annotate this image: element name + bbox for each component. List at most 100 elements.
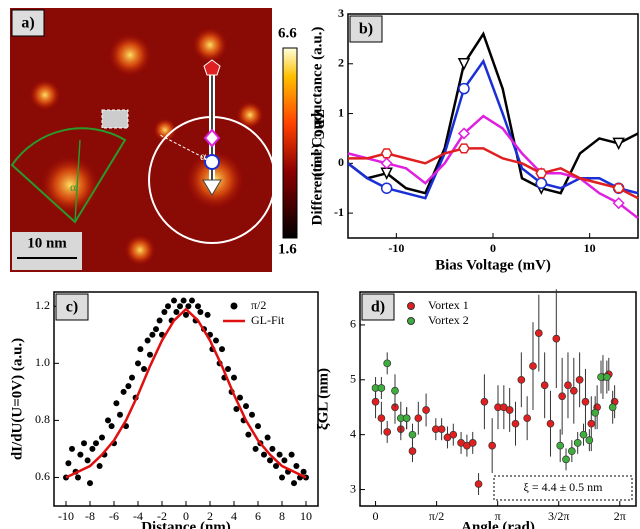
panel-a: α α 10 nm a) ZBC (a.u.) bbox=[10, 8, 327, 272]
marker bbox=[380, 182, 393, 194]
point bbox=[96, 463, 103, 470]
point bbox=[546, 419, 555, 428]
scale-bar-box bbox=[12, 232, 82, 270]
marker bbox=[535, 168, 548, 179]
x-tick-label: 8 bbox=[279, 509, 285, 523]
point bbox=[591, 408, 600, 417]
point bbox=[87, 480, 93, 487]
point bbox=[468, 439, 477, 447]
point bbox=[137, 346, 144, 353]
point bbox=[437, 425, 446, 434]
point bbox=[573, 439, 582, 447]
point bbox=[300, 468, 307, 475]
point bbox=[113, 400, 120, 407]
point bbox=[245, 431, 252, 438]
point bbox=[264, 434, 271, 441]
point bbox=[81, 440, 87, 447]
point bbox=[279, 474, 285, 481]
point bbox=[135, 360, 141, 367]
series-line bbox=[65, 307, 307, 479]
point bbox=[383, 359, 392, 368]
point bbox=[575, 375, 584, 384]
y-axis-label: Differential Conductance (a.u.) bbox=[309, 27, 325, 226]
vortex-spot bbox=[124, 234, 156, 266]
legend-label: Vortex 1 bbox=[428, 298, 469, 312]
green-sector bbox=[10, 127, 127, 224]
marker bbox=[380, 157, 393, 170]
point bbox=[195, 303, 201, 310]
point bbox=[225, 366, 231, 373]
point bbox=[273, 463, 279, 470]
point bbox=[69, 445, 75, 452]
y-tick-label: -1 bbox=[334, 205, 344, 219]
point bbox=[569, 386, 578, 395]
point bbox=[276, 451, 283, 458]
vortex-spot bbox=[192, 27, 228, 63]
point bbox=[291, 480, 297, 487]
point bbox=[120, 388, 127, 395]
point bbox=[269, 445, 276, 452]
point bbox=[77, 451, 84, 458]
point bbox=[149, 331, 156, 338]
arrow-head bbox=[202, 179, 222, 196]
point bbox=[185, 303, 192, 310]
x-tick-label: -10 bbox=[58, 509, 74, 523]
point bbox=[293, 463, 300, 470]
point bbox=[65, 460, 72, 467]
point bbox=[505, 406, 514, 414]
colorbar-label: ZBC (a.u.) bbox=[311, 109, 327, 177]
point bbox=[233, 405, 240, 412]
marker bbox=[458, 82, 470, 95]
point bbox=[562, 455, 570, 464]
point bbox=[402, 414, 411, 423]
point bbox=[197, 308, 204, 315]
point bbox=[422, 406, 430, 414]
point bbox=[523, 414, 532, 423]
marker bbox=[458, 143, 470, 154]
marker bbox=[535, 177, 548, 189]
point bbox=[144, 337, 151, 344]
point bbox=[153, 326, 159, 333]
point bbox=[171, 297, 177, 304]
panel-label: b) bbox=[359, 21, 373, 38]
point bbox=[189, 297, 195, 304]
x-tick-label: π/2 bbox=[429, 509, 444, 523]
y-tick-label: 3 bbox=[350, 481, 356, 495]
vortex-spot bbox=[236, 101, 264, 129]
scale-bar-label: 10 nm bbox=[27, 235, 67, 251]
point bbox=[93, 440, 99, 447]
point bbox=[408, 447, 417, 455]
point bbox=[213, 337, 219, 344]
vortex-spot bbox=[40, 155, 100, 215]
series-line bbox=[347, 58, 639, 200]
y-tick-label: 1.0 bbox=[35, 355, 50, 369]
point bbox=[156, 317, 163, 324]
x-tick-label: 0 bbox=[373, 509, 379, 523]
point bbox=[249, 411, 255, 418]
colorbar-tick-label: 6.6 bbox=[278, 25, 297, 41]
vortex-spot bbox=[29, 79, 61, 111]
sector-axis bbox=[74, 139, 81, 223]
legend-swatch bbox=[230, 302, 238, 310]
point bbox=[267, 457, 273, 464]
point bbox=[511, 419, 520, 428]
point bbox=[480, 397, 489, 406]
point bbox=[371, 397, 380, 406]
point bbox=[540, 381, 549, 390]
point bbox=[147, 351, 153, 358]
point bbox=[117, 411, 123, 418]
x-axis-label: Distance (nm) bbox=[141, 519, 231, 529]
point bbox=[608, 403, 617, 412]
point bbox=[517, 375, 526, 384]
legend-swatch bbox=[407, 302, 415, 310]
legend-label: GL-Fit bbox=[251, 313, 285, 327]
point bbox=[602, 373, 611, 381]
point bbox=[183, 311, 189, 318]
point bbox=[255, 423, 261, 430]
point bbox=[581, 397, 590, 406]
marker bbox=[457, 127, 471, 140]
marker bbox=[612, 183, 625, 194]
point bbox=[408, 430, 417, 439]
point bbox=[552, 334, 561, 343]
x-tick-label: 10 bbox=[584, 241, 596, 255]
